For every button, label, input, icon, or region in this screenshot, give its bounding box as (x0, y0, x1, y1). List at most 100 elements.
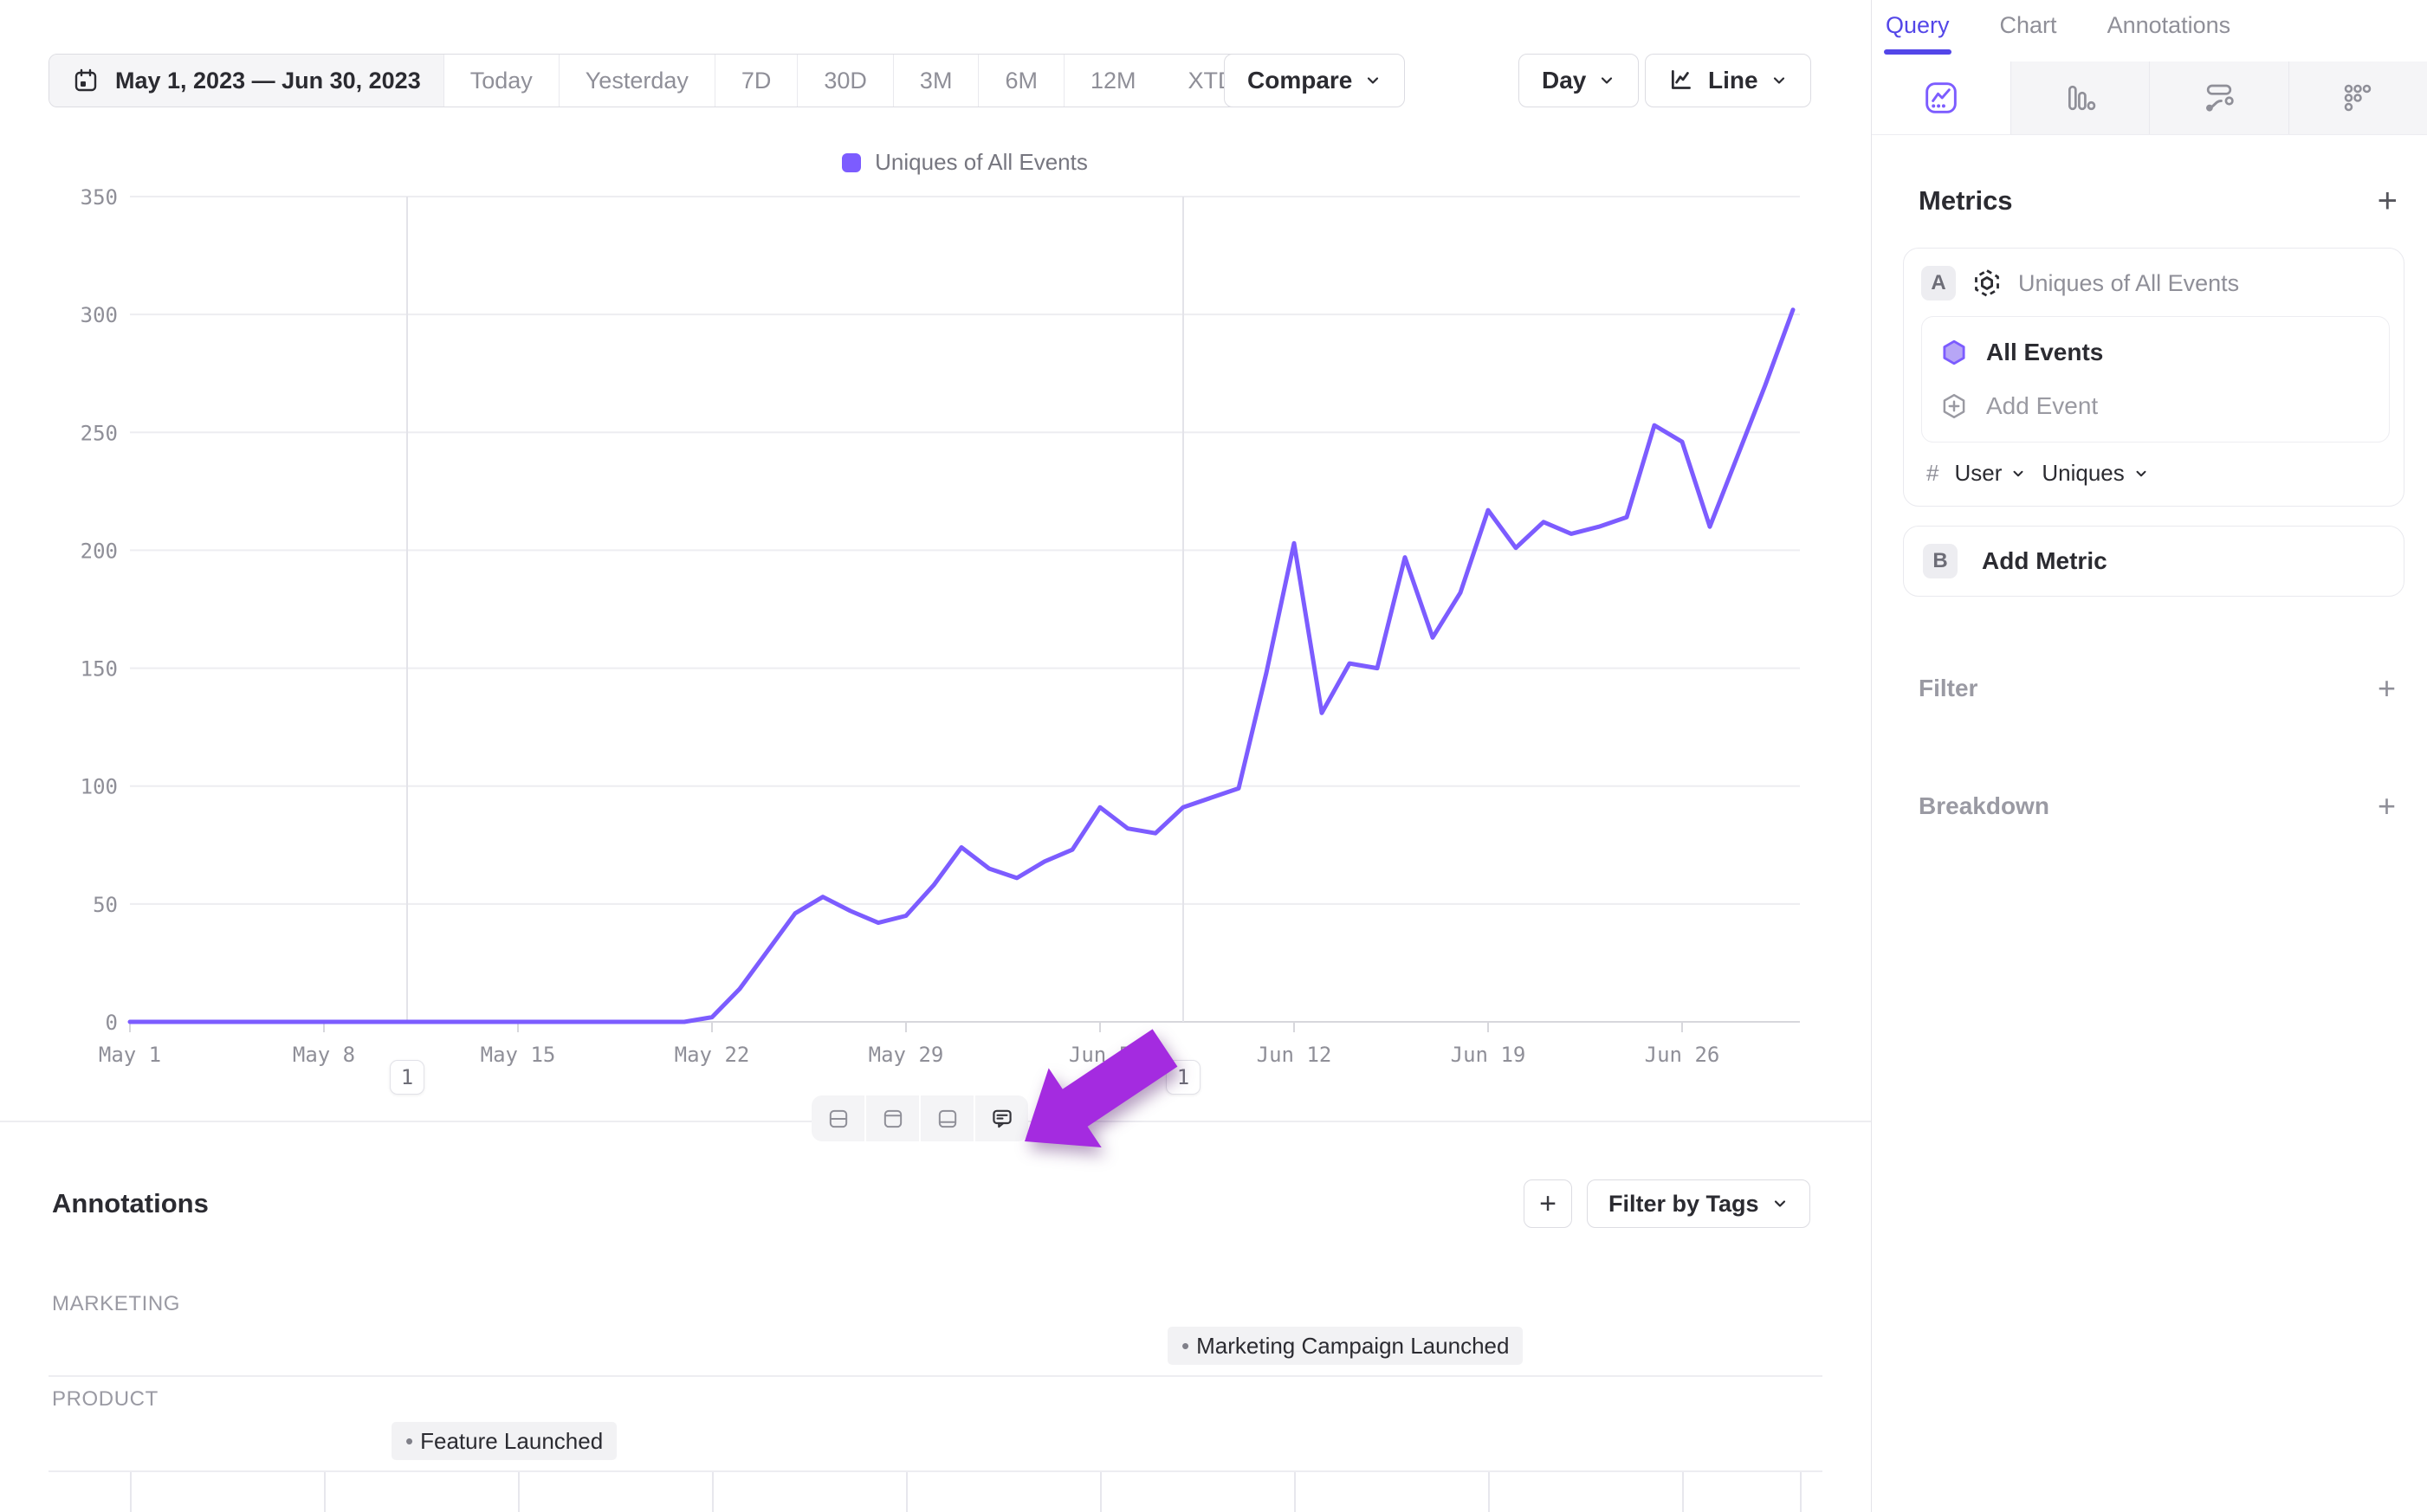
row-divider (49, 1470, 1822, 1472)
metric-badge-b: B (1923, 544, 1958, 578)
legend-label: Uniques of All Events (875, 149, 1088, 175)
metric-badge-a: A (1921, 266, 1956, 300)
bar-chart-icon[interactable] (2010, 61, 2149, 134)
query-sidebar: Query Chart Annotations (1872, 0, 2427, 1512)
annotation-label: Marketing Campaign Launched (1196, 1332, 1510, 1359)
timeline-gridline (130, 1472, 132, 1512)
timeline-gridline (712, 1472, 714, 1512)
annotation-pill[interactable]: • Feature Launched (392, 1422, 618, 1460)
add-breakdown-plus-icon[interactable]: + (2377, 788, 2396, 824)
breakdown-label: Breakdown (1919, 792, 2049, 819)
chevron-down-icon (1774, 1200, 1785, 1207)
metric-a-label: Uniques of All Events (2018, 269, 2240, 296)
svg-text:May 29: May 29 (869, 1043, 944, 1067)
timeline-gridline (906, 1472, 908, 1512)
granularity-label: Day (1542, 67, 1587, 94)
quick-range-yesterday[interactable]: Yesterday (560, 55, 715, 107)
svg-text:Jun 26: Jun 26 (1645, 1043, 1720, 1067)
aggregation-entity-dropdown[interactable]: User (1954, 460, 2026, 487)
annotation-group-product: PRODUCT • Feature Launched (0, 1377, 1871, 1472)
event-label: All Events (1986, 339, 2104, 365)
date-range-group: May 1, 2023 — Jun 30, 2023 Today Yesterda… (49, 54, 1290, 107)
filter-by-tags-label: Filter by Tags (1608, 1190, 1759, 1217)
filter-section: Filter + (1919, 673, 2396, 704)
split-rows-icon[interactable] (812, 1095, 864, 1141)
svg-text:300: 300 (81, 303, 118, 327)
filter-label: Filter (1919, 675, 1978, 701)
annotation-group-marketing: MARKETING • Marketing Campaign Launched (0, 1282, 1871, 1377)
annotations-panel-title: Annotations (52, 1188, 209, 1218)
annotation-label: Feature Launched (420, 1427, 604, 1454)
quick-range-30d[interactable]: 30D (798, 55, 894, 107)
event-row-all-events[interactable]: All Events (1938, 326, 2373, 379)
view-toolbar (812, 1095, 1028, 1141)
comment-icon[interactable] (974, 1095, 1028, 1141)
panel-top-icon[interactable] (864, 1095, 919, 1141)
svg-text:May 1: May 1 (99, 1043, 161, 1067)
filter-by-tags-button[interactable]: Filter by Tags (1587, 1179, 1810, 1228)
tab-annotations[interactable]: Annotations (2107, 12, 2231, 38)
svg-text:May 15: May 15 (481, 1043, 556, 1067)
svg-text:Jun 12: Jun 12 (1257, 1043, 1332, 1067)
add-event-row[interactable]: Add Event (1938, 379, 2373, 433)
tab-query[interactable]: Query (1884, 12, 1951, 61)
sidebar-tabs: Query Chart Annotations (1872, 0, 2427, 61)
date-range-button[interactable]: May 1, 2023 — Jun 30, 2023 (49, 55, 444, 107)
metric-a-header[interactable]: A Uniques of All Events (1921, 266, 2390, 300)
chart-type-button[interactable]: Line (1645, 54, 1811, 107)
flow-icon[interactable] (2149, 61, 2288, 134)
quick-range-7d[interactable]: 7D (715, 55, 799, 107)
insights-line-icon[interactable] (1872, 61, 2010, 134)
annotation-category-label: MARKETING (52, 1292, 181, 1315)
timeline-gridline (518, 1472, 520, 1512)
chevron-down-icon (2136, 470, 2146, 476)
plus-icon: + (1539, 1186, 1557, 1220)
svg-text:May 22: May 22 (675, 1043, 750, 1067)
quick-range-12m[interactable]: 12M (1090, 67, 1136, 94)
metrics-title: Metrics (1919, 185, 2013, 216)
annotation-pill[interactable]: • Marketing Campaign Launched (1168, 1327, 1524, 1365)
quick-range-3m[interactable]: 3M (894, 55, 980, 107)
svg-text:100: 100 (81, 775, 118, 799)
report-type-switcher (1872, 61, 2427, 135)
chevron-down-icon (1368, 77, 1379, 84)
quick-range-6m[interactable]: 6M (979, 55, 1065, 107)
grid-dots-icon[interactable] (2288, 61, 2427, 134)
metric-a-events-card: All Events Add Event (1921, 316, 2390, 443)
annotation-count-badge[interactable]: 1 (390, 1060, 424, 1095)
svg-text:May 8: May 8 (293, 1043, 355, 1067)
annotation-category-label: PRODUCT (52, 1387, 159, 1411)
compare-button[interactable]: Compare (1224, 54, 1406, 107)
annotation-dot: • (1181, 1332, 1190, 1359)
add-filter-plus-icon[interactable]: + (2377, 670, 2396, 706)
add-event-label: Add Event (1986, 392, 2099, 419)
svg-text:Jun 5: Jun 5 (1069, 1043, 1131, 1067)
quick-range-today[interactable]: Today (444, 55, 560, 107)
svg-text:150: 150 (81, 657, 118, 682)
add-annotation-button[interactable]: + (1524, 1179, 1572, 1228)
svg-text:250: 250 (81, 421, 118, 445)
count-symbol: # (1926, 460, 1939, 486)
breakdown-section: Breakdown + (1919, 791, 2396, 822)
granularity-button[interactable]: Day (1518, 54, 1640, 107)
annotation-count-badge[interactable]: 1 (1166, 1060, 1201, 1095)
annotation-dot: • (405, 1427, 414, 1454)
row-divider (49, 1375, 1822, 1377)
quick-range-buttons: Today Yesterday 7D 30D 3M 6M 12M (444, 55, 1162, 107)
add-metric-card[interactable]: B Add Metric (1903, 526, 2404, 597)
chevron-down-icon (2013, 470, 2023, 476)
panel-bottom-icon[interactable] (919, 1095, 974, 1141)
compare-label: Compare (1247, 67, 1353, 94)
tab-chart[interactable]: Chart (1999, 12, 2057, 38)
chart-area: 0 50 100 150 200 250 300 350 May 1 May 8 May 15 May… (81, 149, 1800, 1095)
line-chart: 0 50 100 150 200 250 300 350 May 1 May 8 May 15 May… (81, 185, 1800, 1067)
chevron-down-icon (1773, 77, 1784, 84)
timeline-gridline (1488, 1472, 1490, 1512)
chevron-down-icon (1602, 77, 1613, 84)
svg-text:200: 200 (81, 539, 118, 563)
calendar-icon (74, 68, 97, 92)
add-metric-plus-icon[interactable]: + (2377, 182, 2398, 220)
aggregation-measure-dropdown[interactable]: Uniques (2042, 460, 2148, 487)
hexagon-plus-icon (1943, 393, 1965, 419)
legend[interactable]: Uniques of All Events (130, 149, 1800, 176)
